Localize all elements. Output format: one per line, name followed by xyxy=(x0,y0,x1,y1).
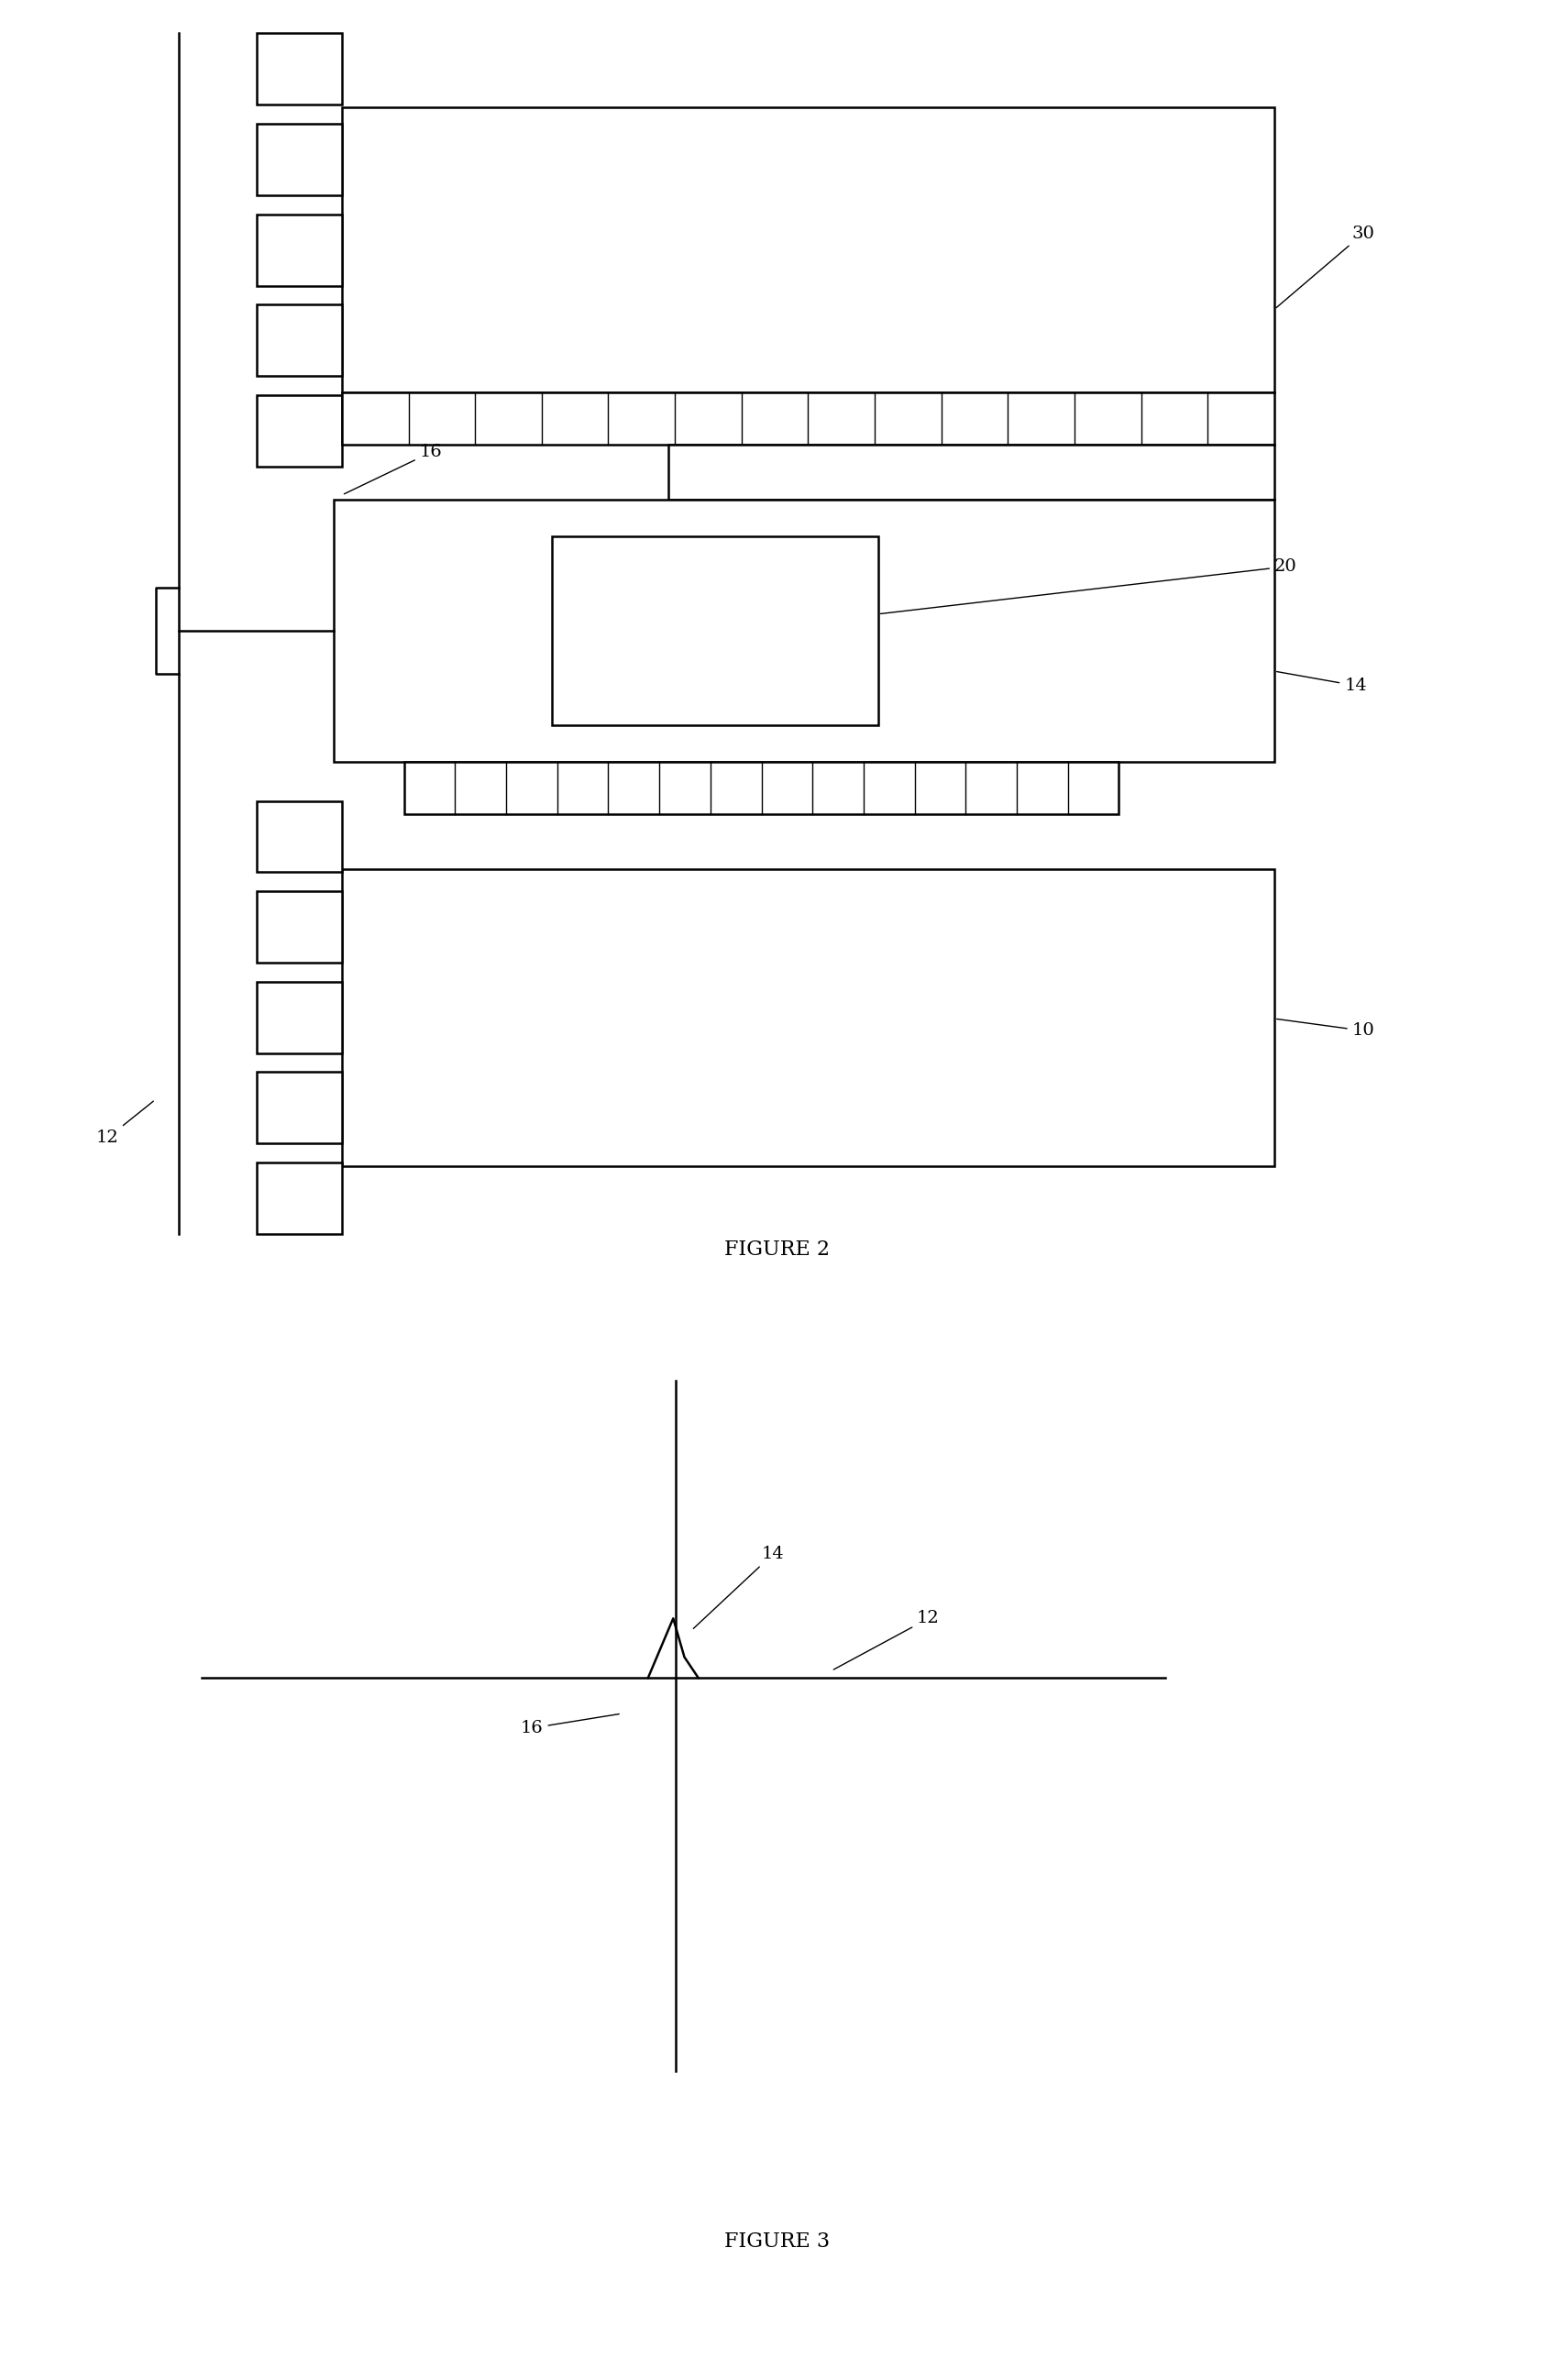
Bar xyxy=(256,214,342,286)
Text: 10: 10 xyxy=(1277,1019,1375,1040)
Text: 16: 16 xyxy=(521,1714,618,1737)
Bar xyxy=(342,869,1274,1166)
Bar xyxy=(256,1164,342,1235)
Text: 16: 16 xyxy=(343,445,443,495)
Text: 12: 12 xyxy=(96,1102,154,1147)
Text: 14: 14 xyxy=(1277,671,1368,695)
Text: 14: 14 xyxy=(693,1547,785,1628)
Bar xyxy=(256,305,342,376)
Text: FIGURE 2: FIGURE 2 xyxy=(724,1240,830,1259)
Bar xyxy=(256,395,342,466)
Bar xyxy=(256,981,342,1052)
Bar xyxy=(256,33,342,105)
Text: FIGURE 3: FIGURE 3 xyxy=(724,2232,830,2251)
Bar xyxy=(256,800,342,873)
Text: 30: 30 xyxy=(1276,226,1375,307)
Text: 20: 20 xyxy=(881,559,1298,614)
Bar xyxy=(256,1071,342,1145)
Bar xyxy=(404,762,1119,814)
Bar xyxy=(334,500,1274,762)
Text: 12: 12 xyxy=(833,1611,940,1668)
Bar xyxy=(256,124,342,195)
Bar xyxy=(668,445,1274,500)
Bar xyxy=(256,890,342,962)
Bar xyxy=(552,536,878,726)
Bar xyxy=(342,393,1274,445)
Bar xyxy=(342,107,1274,393)
